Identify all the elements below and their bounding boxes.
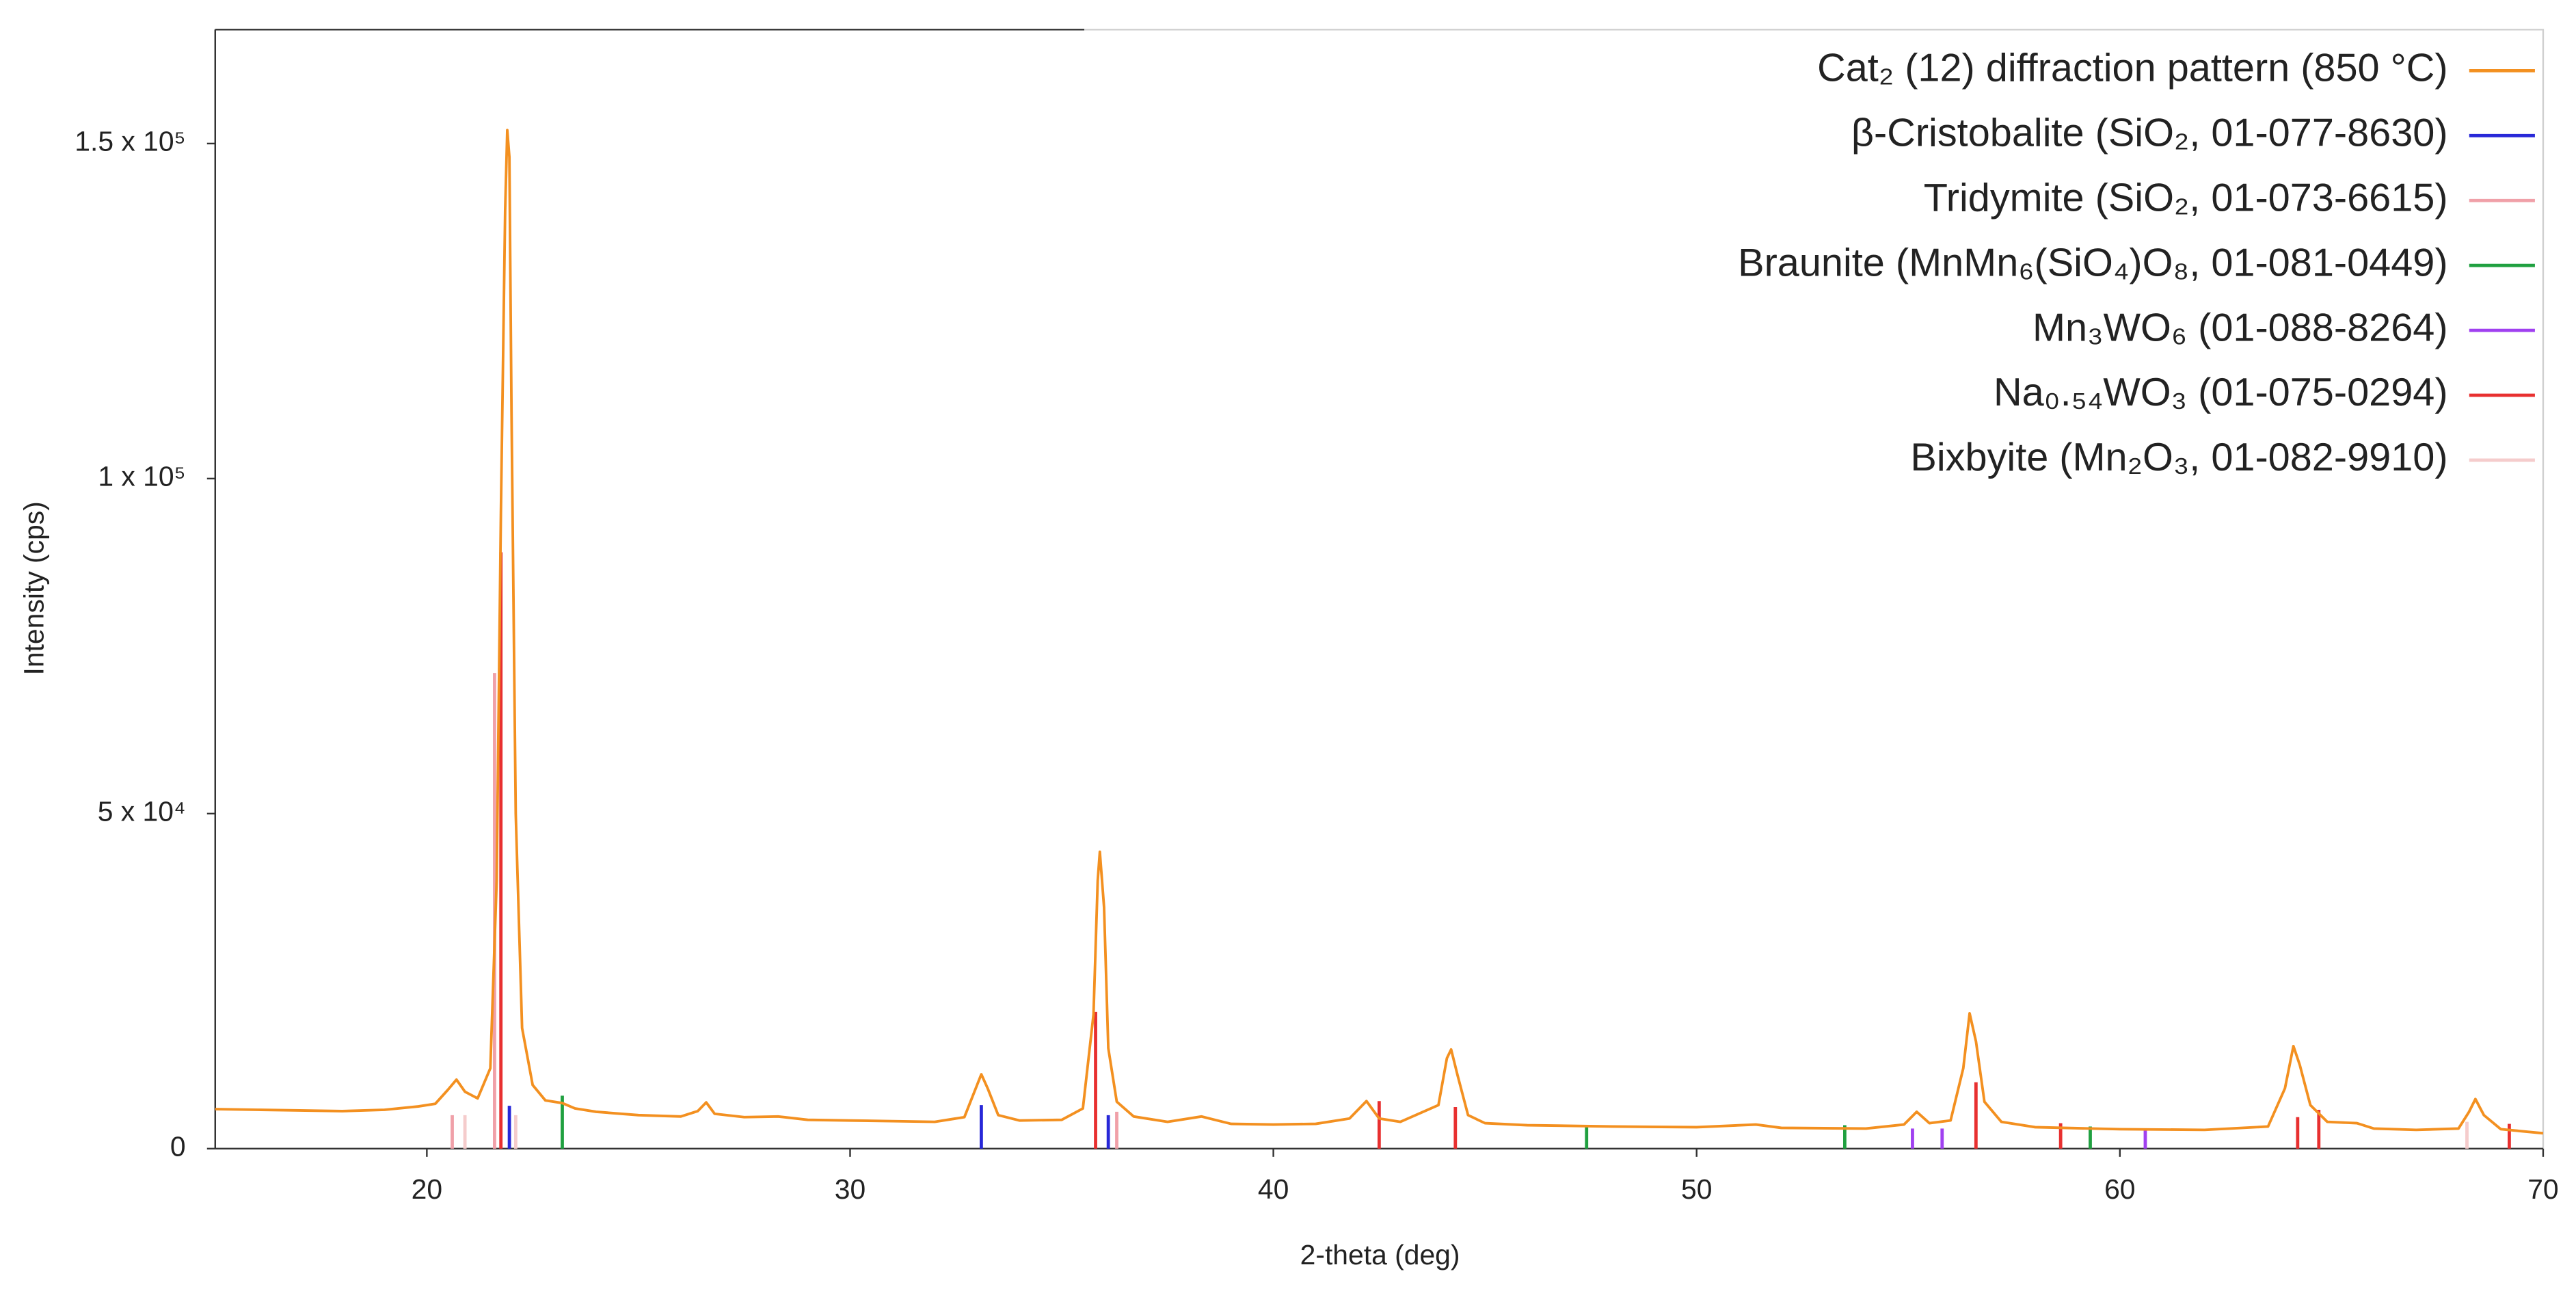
pattern-line — [215, 129, 2544, 1135]
legend-label: Braunite (MnMn₆(SiO₄)O₈, 01-081-0449) — [1738, 241, 2447, 284]
y-tick-label: 1 x 10⁵ — [98, 461, 185, 492]
y-tick-label: 0 — [170, 1131, 186, 1162]
x-tick-label: 60 — [2104, 1173, 2135, 1205]
y-tick-label: 5 x 10⁴ — [98, 796, 186, 827]
legend-label: Mn₃WO₆ (01-088-8264) — [2032, 306, 2448, 349]
x-tick-label: 30 — [835, 1173, 866, 1205]
legend-label: Na₀.₅₄WO₃ (01-075-0294) — [1994, 371, 2448, 414]
legend-label: Cat₂ (12) diffraction pattern (850 °C) — [1817, 46, 2447, 90]
y-axis-label: Intensity (cps) — [18, 501, 50, 675]
x-tick-label: 20 — [412, 1173, 442, 1205]
y-tick-label: 1.5 x 10⁵ — [75, 126, 185, 157]
x-tick-label: 70 — [2527, 1173, 2558, 1205]
x-tick-label: 50 — [1681, 1173, 1712, 1205]
legend-label: Bixbyite (Mn₂O₃, 01-082-9910) — [1910, 436, 2447, 479]
x-tick-label: 40 — [1258, 1173, 1289, 1205]
x-axis-label: 2-theta (deg) — [1300, 1239, 1460, 1270]
legend-label: β-Cristobalite (SiO₂, 01-077-8630) — [1851, 111, 2448, 155]
legend-label: Tridymite (SiO₂, 01-073-6615) — [1924, 176, 2448, 219]
